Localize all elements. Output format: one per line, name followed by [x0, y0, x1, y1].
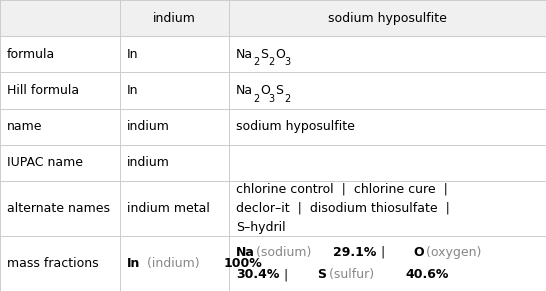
Text: (oxygen): (oxygen)	[422, 246, 481, 259]
Text: 40.6%: 40.6%	[406, 268, 449, 281]
Text: |: |	[276, 268, 296, 281]
Text: S: S	[276, 84, 283, 97]
Text: |: |	[373, 246, 394, 259]
Text: Hill formula: Hill formula	[7, 84, 79, 97]
Text: 30.4%: 30.4%	[236, 268, 279, 281]
Polygon shape	[0, 0, 546, 36]
Text: chlorine control  |  chlorine cure  |
declor–it  |  disodium thiosulfate  |
S–hy: chlorine control | chlorine cure | declo…	[236, 183, 450, 234]
Text: indium metal: indium metal	[127, 202, 210, 215]
Text: 2: 2	[269, 57, 275, 68]
Text: alternate names: alternate names	[7, 202, 110, 215]
Text: 29.1%: 29.1%	[333, 246, 376, 259]
Text: name: name	[7, 120, 42, 133]
Text: (sulfur): (sulfur)	[325, 268, 378, 281]
Text: S: S	[260, 48, 268, 61]
Text: mass fractions: mass fractions	[7, 257, 98, 270]
Text: In: In	[127, 48, 138, 61]
Text: indium: indium	[127, 156, 170, 169]
Text: formula: formula	[7, 48, 55, 61]
Text: indium: indium	[153, 12, 196, 24]
Text: 100%: 100%	[224, 257, 263, 270]
Text: In: In	[127, 84, 138, 97]
Text: 2: 2	[253, 57, 259, 68]
Text: S: S	[317, 268, 325, 281]
Text: sodium hyposulfite: sodium hyposulfite	[328, 12, 447, 24]
Text: IUPAC name: IUPAC name	[7, 156, 82, 169]
Text: 3: 3	[269, 94, 275, 104]
Text: Na: Na	[236, 246, 255, 259]
Text: (indium): (indium)	[143, 257, 204, 270]
Text: O: O	[276, 48, 286, 61]
Text: (sodium): (sodium)	[252, 246, 316, 259]
Text: In: In	[127, 257, 140, 270]
Text: 3: 3	[284, 57, 290, 68]
Text: Na: Na	[236, 48, 253, 61]
Text: O: O	[414, 246, 424, 259]
Text: indium: indium	[127, 120, 170, 133]
Text: sodium hyposulfite: sodium hyposulfite	[236, 120, 355, 133]
Text: 2: 2	[253, 94, 259, 104]
Text: 2: 2	[284, 94, 290, 104]
Text: O: O	[260, 84, 270, 97]
Text: Na: Na	[236, 84, 253, 97]
